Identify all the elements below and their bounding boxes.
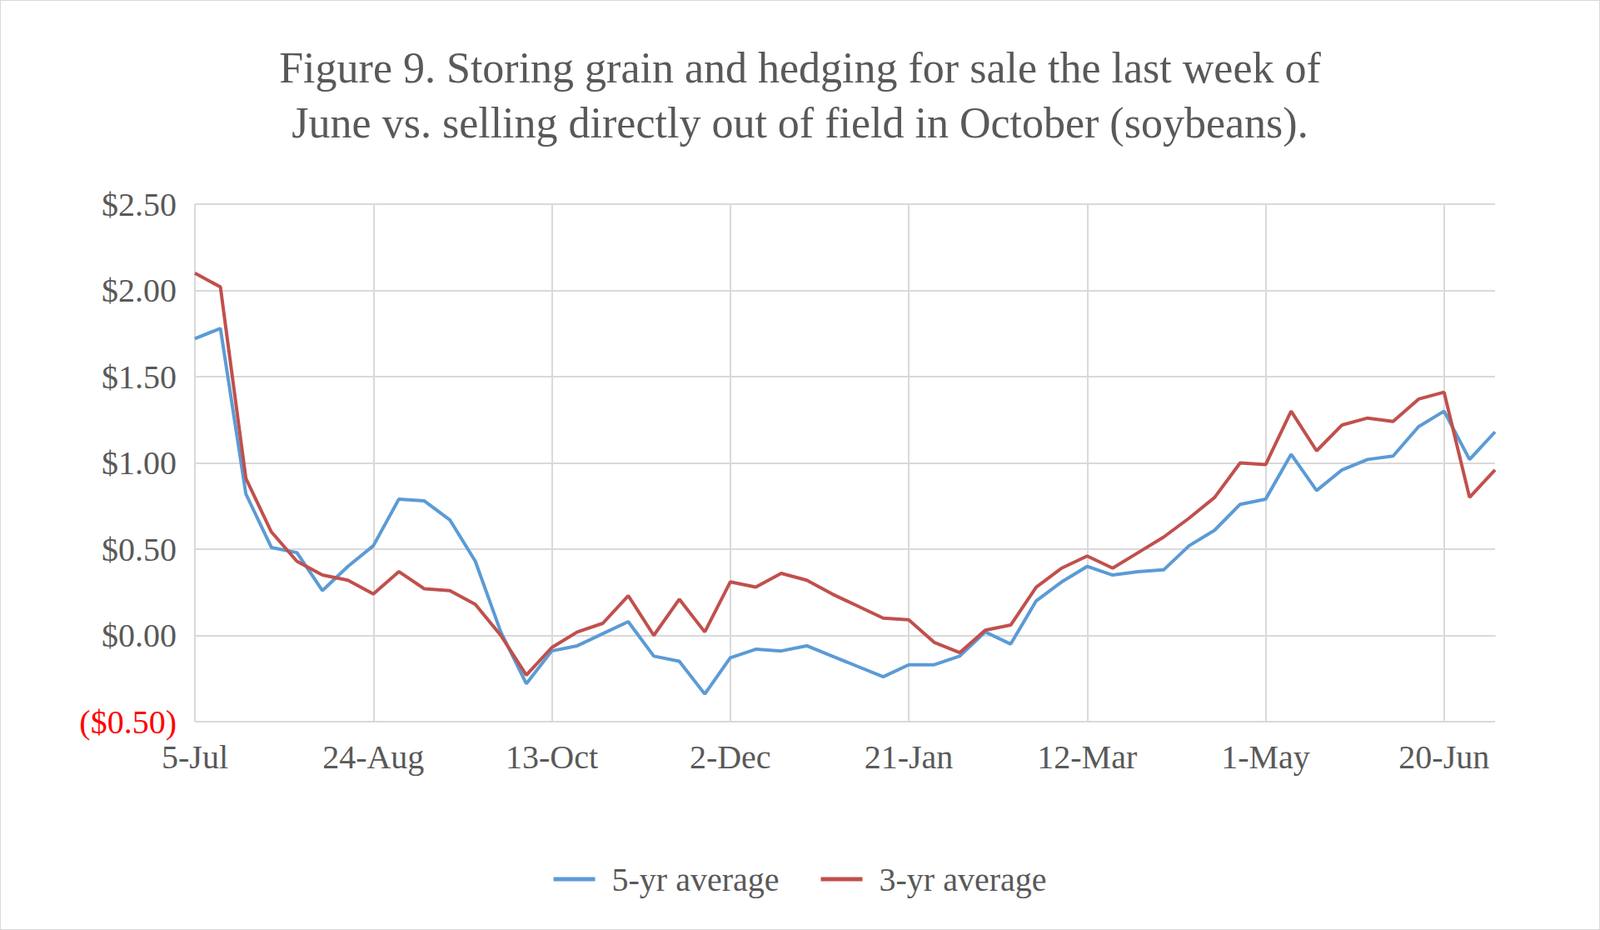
svg-text:24-Aug: 24-Aug (322, 737, 424, 776)
svg-text:$2.50: $2.50 (101, 185, 177, 224)
svg-text:($0.50): ($0.50) (79, 702, 177, 741)
svg-text:3-yr average: 3-yr average (879, 860, 1047, 898)
svg-text:5-yr average: 5-yr average (612, 860, 780, 898)
svg-text:$1.50: $1.50 (101, 358, 177, 396)
svg-text:June vs. selling directly out: June vs. selling directly out of field i… (291, 99, 1308, 148)
svg-text:$0.00: $0.00 (101, 616, 177, 654)
svg-text:2-Dec: 2-Dec (689, 737, 772, 776)
svg-text:$2.00: $2.00 (101, 271, 177, 310)
svg-text:12-Mar: 12-Mar (1036, 737, 1137, 776)
svg-text:21-Jan: 21-Jan (864, 737, 954, 776)
svg-text:13-Oct: 13-Oct (505, 737, 599, 776)
svg-text:1-May: 1-May (1221, 737, 1311, 776)
svg-text:Figure 9. Storing grain and he: Figure 9. Storing grain and hedging for … (279, 44, 1321, 92)
svg-text:20-Jun: 20-Jun (1398, 737, 1490, 776)
svg-text:5-Jul: 5-Jul (161, 737, 229, 776)
svg-text:$0.50: $0.50 (101, 530, 177, 569)
svg-text:$1.00: $1.00 (101, 443, 177, 482)
